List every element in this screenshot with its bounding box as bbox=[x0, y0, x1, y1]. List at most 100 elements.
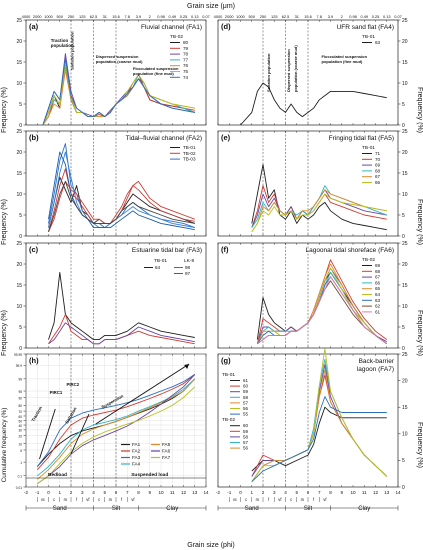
bottom-tick-label: 1 bbox=[58, 490, 61, 495]
legend-entry: FA7 bbox=[162, 455, 171, 460]
bottom-tick-label: 9 bbox=[148, 490, 151, 495]
bottom-tick-label: 6 bbox=[307, 490, 310, 495]
annotation: PIRC2 bbox=[67, 382, 80, 387]
legend-entry: 62 bbox=[375, 304, 381, 309]
top-grain-size-axis: 4000 2000 1000 500 250 125 62.5 31 15.6 7.8 3.9 2 0.… bbox=[22, 14, 402, 19]
annotation: Bedload bbox=[48, 472, 67, 478]
size-class-label: Silt bbox=[304, 506, 313, 512]
panel-label: (e) bbox=[221, 133, 231, 142]
legend-entry: TB-03 bbox=[183, 157, 196, 162]
bottom-axis-label: Grain size (phi) bbox=[187, 542, 234, 549]
annotation: Dispersed suspension bbox=[286, 49, 291, 92]
top-tick-label: 15.6 bbox=[304, 14, 312, 19]
y-tick-label: 60 bbox=[18, 415, 22, 419]
y-tick-label: 0 bbox=[19, 346, 22, 352]
annotation: Dispersed suspension bbox=[96, 54, 139, 59]
top-tick-label: 0.98 bbox=[349, 14, 357, 19]
suspension-arrow bbox=[95, 363, 190, 425]
bottom-tick-label: 5 bbox=[295, 490, 298, 495]
size-class-label: Silt bbox=[112, 506, 121, 512]
series-line-74 bbox=[42, 57, 195, 126]
bottom-tick-label: -2 bbox=[24, 490, 29, 495]
panel-label: (c) bbox=[29, 245, 39, 254]
top-tick-label: 31 bbox=[103, 14, 107, 19]
annotation: population (coarse mud) bbox=[293, 45, 298, 92]
bottom-tick-label: 13 bbox=[384, 490, 390, 495]
legend-entry: 59 bbox=[243, 429, 249, 434]
top-tick-label: 0.25 bbox=[372, 14, 380, 19]
y-tick-label: 20 bbox=[402, 39, 408, 45]
legend-entry: FA1 bbox=[132, 442, 141, 447]
y-tick-label: 10 bbox=[402, 81, 408, 87]
legend-entry: 67 bbox=[375, 275, 381, 280]
legend-entry: 68 bbox=[375, 168, 381, 173]
top-tick-label: 1000 bbox=[236, 14, 245, 19]
y-tick-label: 10 bbox=[402, 192, 408, 198]
y-tick-label: 25 bbox=[16, 241, 22, 247]
size-subclass: vc bbox=[41, 497, 45, 502]
legend-entry: 77 bbox=[183, 57, 189, 62]
legend-entry: 65 bbox=[375, 286, 381, 291]
series-line-97 bbox=[48, 322, 195, 345]
annotation: Traction bbox=[51, 38, 69, 43]
legend-entry: 98 bbox=[185, 265, 191, 270]
y-tick-label: 0 bbox=[402, 485, 405, 491]
bottom-tick-label: 7 bbox=[126, 490, 129, 495]
top-tick-label: 0.49 bbox=[360, 14, 368, 19]
legend-entry: 58 bbox=[243, 395, 249, 400]
legend-entry: 69 bbox=[375, 163, 381, 168]
top-tick-label: 0.98 bbox=[157, 14, 165, 19]
series-line-FA5 bbox=[37, 378, 196, 480]
legend-entry: 59 bbox=[243, 389, 249, 394]
size-subclass: m bbox=[64, 497, 68, 502]
y-tick-label: 99 bbox=[18, 378, 22, 382]
y-tick-label: 10 bbox=[16, 192, 22, 198]
bottom-tick-label: -1 bbox=[35, 490, 40, 495]
bottom-tick-label: 14 bbox=[203, 490, 209, 495]
bottom-tick-label: 5 bbox=[103, 490, 106, 495]
series-line-61 bbox=[251, 406, 387, 472]
top-tick-label: 0.13 bbox=[383, 14, 391, 19]
panel-label: (b) bbox=[29, 133, 39, 142]
y-tick-label: 5 bbox=[402, 325, 405, 331]
annotation: population (fine mud) bbox=[322, 59, 364, 64]
size-subclass: m bbox=[301, 497, 305, 502]
size-class-label: Clay bbox=[358, 506, 370, 512]
bottom-tick-label: 14 bbox=[395, 490, 401, 495]
legend-entry: FA4 bbox=[132, 462, 141, 467]
bottom-tick-label: 6 bbox=[115, 490, 118, 495]
legend-entry: TB-02 bbox=[183, 151, 196, 156]
legend-entry: FA6 bbox=[162, 449, 171, 454]
bottom-tick-label: 7 bbox=[318, 490, 321, 495]
legend-header: TB-02 bbox=[222, 417, 235, 423]
annotation: population (fine mud) bbox=[133, 71, 175, 76]
top-tick-label: 125 bbox=[271, 14, 278, 19]
y-tick-label: 1 bbox=[20, 461, 22, 465]
legend-entry: 55 bbox=[243, 412, 249, 417]
top-tick-label: 125 bbox=[79, 14, 86, 19]
y-tick-label: 30 bbox=[18, 429, 22, 433]
legend-header: TB-01 bbox=[362, 145, 375, 151]
size-subclass: vf bbox=[323, 497, 327, 502]
top-tick-label: 4000 bbox=[214, 14, 223, 19]
bottom-tick-label: 2 bbox=[70, 490, 73, 495]
y-label-left-h: Cumulative frequency (%) bbox=[1, 408, 8, 483]
traction-arrow bbox=[39, 408, 56, 460]
y-tick-label: 20 bbox=[16, 150, 22, 156]
y-label-right-e: Frequency (%) bbox=[416, 199, 423, 245]
legend-entry: 69 bbox=[375, 263, 381, 268]
size-subclass: vf bbox=[86, 497, 90, 502]
annotation: Saltation population bbox=[69, 31, 74, 70]
size-subclass: f bbox=[121, 497, 123, 502]
annotation: Suspended load bbox=[131, 472, 168, 478]
saltation-arrow bbox=[70, 413, 90, 455]
legend-entry: 57 bbox=[243, 400, 249, 405]
top-tick-label: 2000 bbox=[225, 14, 234, 19]
bottom-tick-label: 12 bbox=[373, 490, 379, 495]
bottom-tick-label: 0 bbox=[239, 490, 242, 495]
y-tick-label: 95 bbox=[18, 390, 22, 394]
y-tick-label: 25 bbox=[402, 241, 408, 247]
legend-entry: FA2 bbox=[132, 449, 141, 454]
series-line-66 bbox=[251, 193, 387, 233]
